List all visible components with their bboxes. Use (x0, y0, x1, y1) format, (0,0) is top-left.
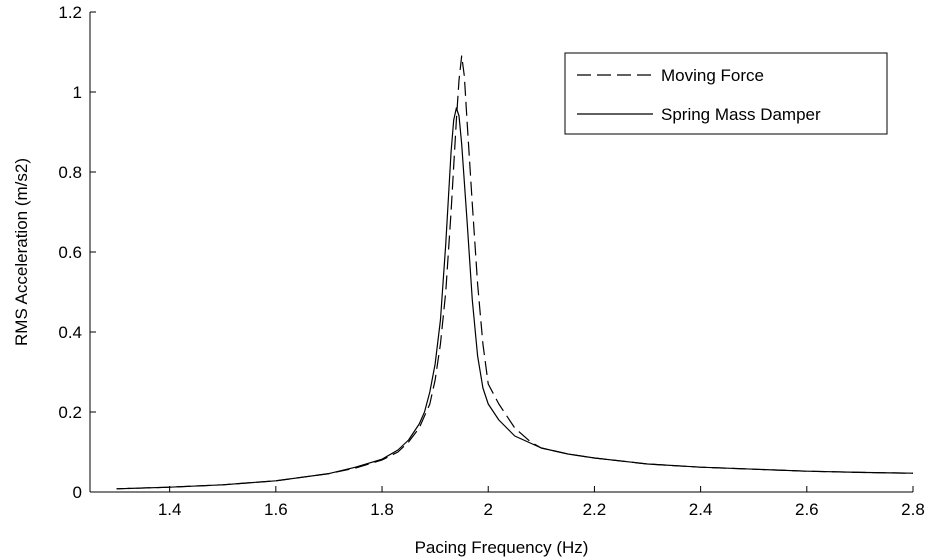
x-tick-label: 1.4 (158, 500, 182, 519)
y-tick-label: 0.2 (58, 403, 82, 422)
x-tick-label: 2.4 (689, 500, 713, 519)
x-axis-label: Pacing Frequency (Hz) (415, 538, 589, 557)
x-tick-label: 2.6 (795, 500, 819, 519)
x-tick-label: 2.2 (583, 500, 607, 519)
y-ticks: 0 0.2 0.4 0.6 0.8 1 1.2 (58, 3, 96, 502)
legend-box (564, 52, 888, 135)
y-tick-label: 1 (73, 83, 82, 102)
y-tick-label: 1.2 (58, 3, 82, 22)
legend-label-spring-mass-damper: Spring Mass Damper (661, 105, 821, 124)
y-tick-label: 0.4 (58, 323, 82, 342)
y-tick-label: 0.8 (58, 163, 82, 182)
x-tick-label: 2.8 (901, 500, 925, 519)
x-tick-label: 2 (483, 500, 492, 519)
x-ticks: 1.4 1.6 1.8 2 2.2 2.4 2.6 2.8 (158, 486, 925, 519)
series-line-spring-mass-damper (116, 107, 914, 490)
x-tick-label: 1.8 (370, 500, 394, 519)
y-axis-label: RMS Acceleration (m/s2) (12, 158, 31, 346)
x-tick-label: 1.6 (264, 500, 288, 519)
y-tick-label: 0 (73, 483, 82, 502)
legend-label-moving-force: Moving Force (661, 66, 764, 85)
series-group (116, 55, 914, 490)
y-tick-label: 0.6 (58, 243, 82, 262)
plot-area: 1.4 1.6 1.8 2 2.2 2.4 2.6 2.8 0 0.2 0.4 0.6 0.8 1 1.2 (58, 3, 924, 519)
legend: Moving Force Spring Mass Damper (564, 52, 888, 135)
